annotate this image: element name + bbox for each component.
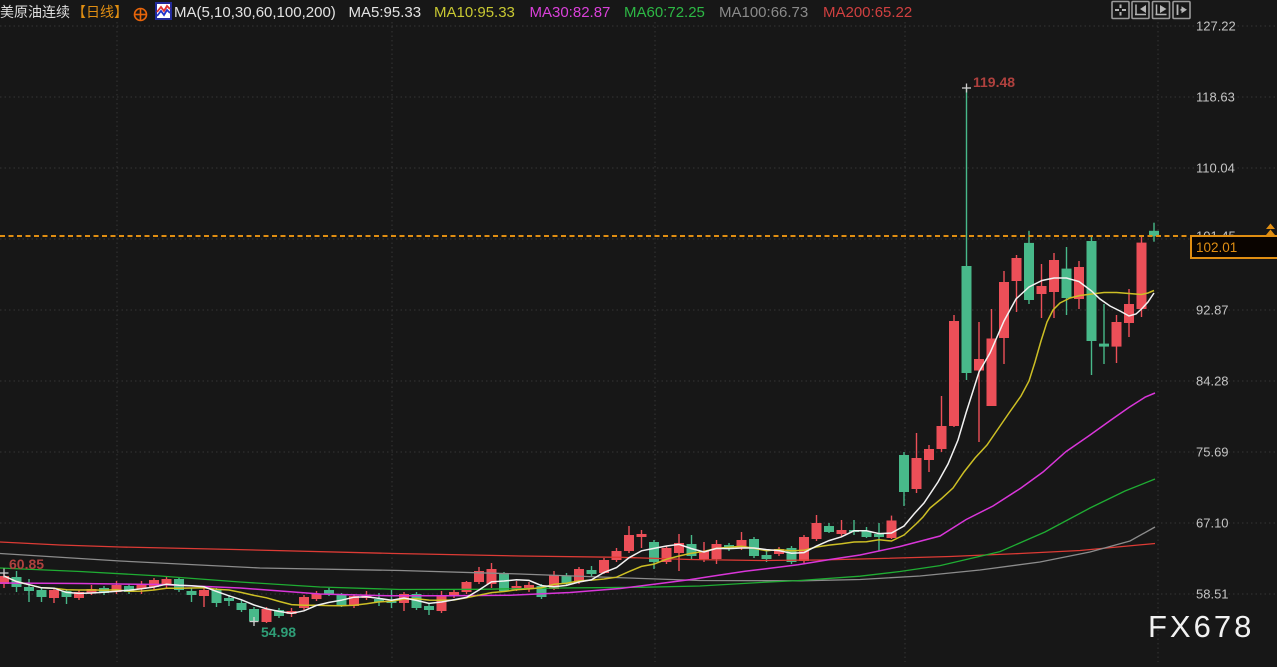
svg-text:MA5:95.33: MA5:95.33 (349, 4, 422, 21)
svg-text:119.48: 119.48 (973, 74, 1015, 90)
svg-text:MA100:66.73: MA100:66.73 (719, 4, 808, 21)
svg-text:102.01: 102.01 (1196, 240, 1237, 255)
svg-text:54.98: 54.98 (261, 624, 296, 640)
svg-text:MA10:95.33: MA10:95.33 (434, 4, 515, 21)
svg-text:67.10: 67.10 (1196, 516, 1229, 531)
svg-text:60.85: 60.85 (9, 556, 44, 572)
svg-text:110.04: 110.04 (1196, 161, 1235, 176)
svg-text:【日线】: 【日线】 (72, 4, 128, 20)
svg-text:MA200:65.22: MA200:65.22 (823, 4, 912, 21)
svg-text:MA30:82.87: MA30:82.87 (530, 4, 611, 21)
svg-text:127.22: 127.22 (1196, 19, 1236, 34)
svg-text:FX678: FX678 (1148, 609, 1254, 644)
svg-text:美原油连续: 美原油连续 (0, 4, 70, 20)
svg-text:92.87: 92.87 (1196, 303, 1229, 318)
svg-text:MA(5,10,30,60,100,200): MA(5,10,30,60,100,200) (174, 4, 336, 21)
svg-text:118.63: 118.63 (1196, 90, 1235, 105)
svg-text:84.28: 84.28 (1196, 374, 1229, 389)
svg-text:75.69: 75.69 (1196, 445, 1229, 460)
svg-text:58.51: 58.51 (1196, 587, 1229, 602)
svg-text:MA60:72.25: MA60:72.25 (624, 4, 705, 21)
